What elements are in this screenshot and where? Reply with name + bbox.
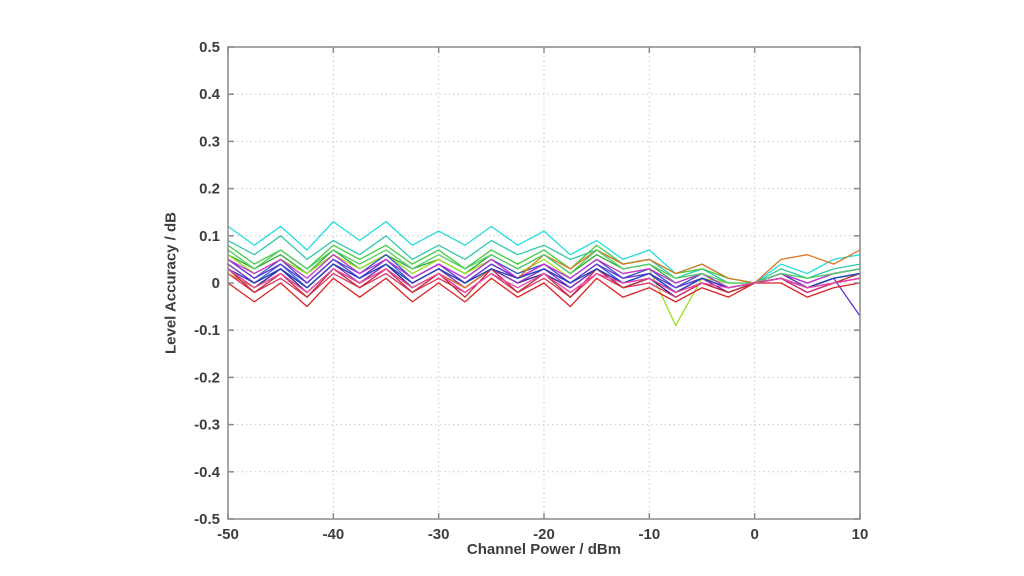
x-tick-label: -10: [638, 526, 660, 543]
x-tick-label: -50: [217, 526, 239, 543]
x-tick-label: -30: [428, 526, 450, 543]
trace-pink: [227, 268, 861, 294]
y-tick-label: 0.1: [199, 228, 220, 245]
y-tick-label: -0.2: [194, 369, 220, 386]
y-tick-label: 0.5: [199, 39, 220, 56]
y-tick-label: 0.2: [199, 181, 220, 198]
y-axis-label: Level Accuracy / dB: [162, 211, 180, 355]
y-tick-label: 0.4: [199, 86, 221, 103]
y-tick-label: -0.1: [194, 322, 220, 339]
x-tick-label: -40: [322, 526, 344, 543]
y-tick-label: -0.4: [194, 464, 221, 481]
x-tick-label: -20: [533, 526, 555, 543]
y-tick-label: 0.3: [199, 133, 220, 150]
y-tick-label: -0.3: [194, 417, 220, 434]
x-tick-label: 0: [750, 526, 758, 543]
y-tick-label: -0.5: [194, 511, 220, 528]
y-tick-label: 0: [212, 275, 220, 292]
x-axis-label: Channel Power / dBm: [466, 541, 622, 558]
x-tick-label: 10: [852, 526, 869, 543]
